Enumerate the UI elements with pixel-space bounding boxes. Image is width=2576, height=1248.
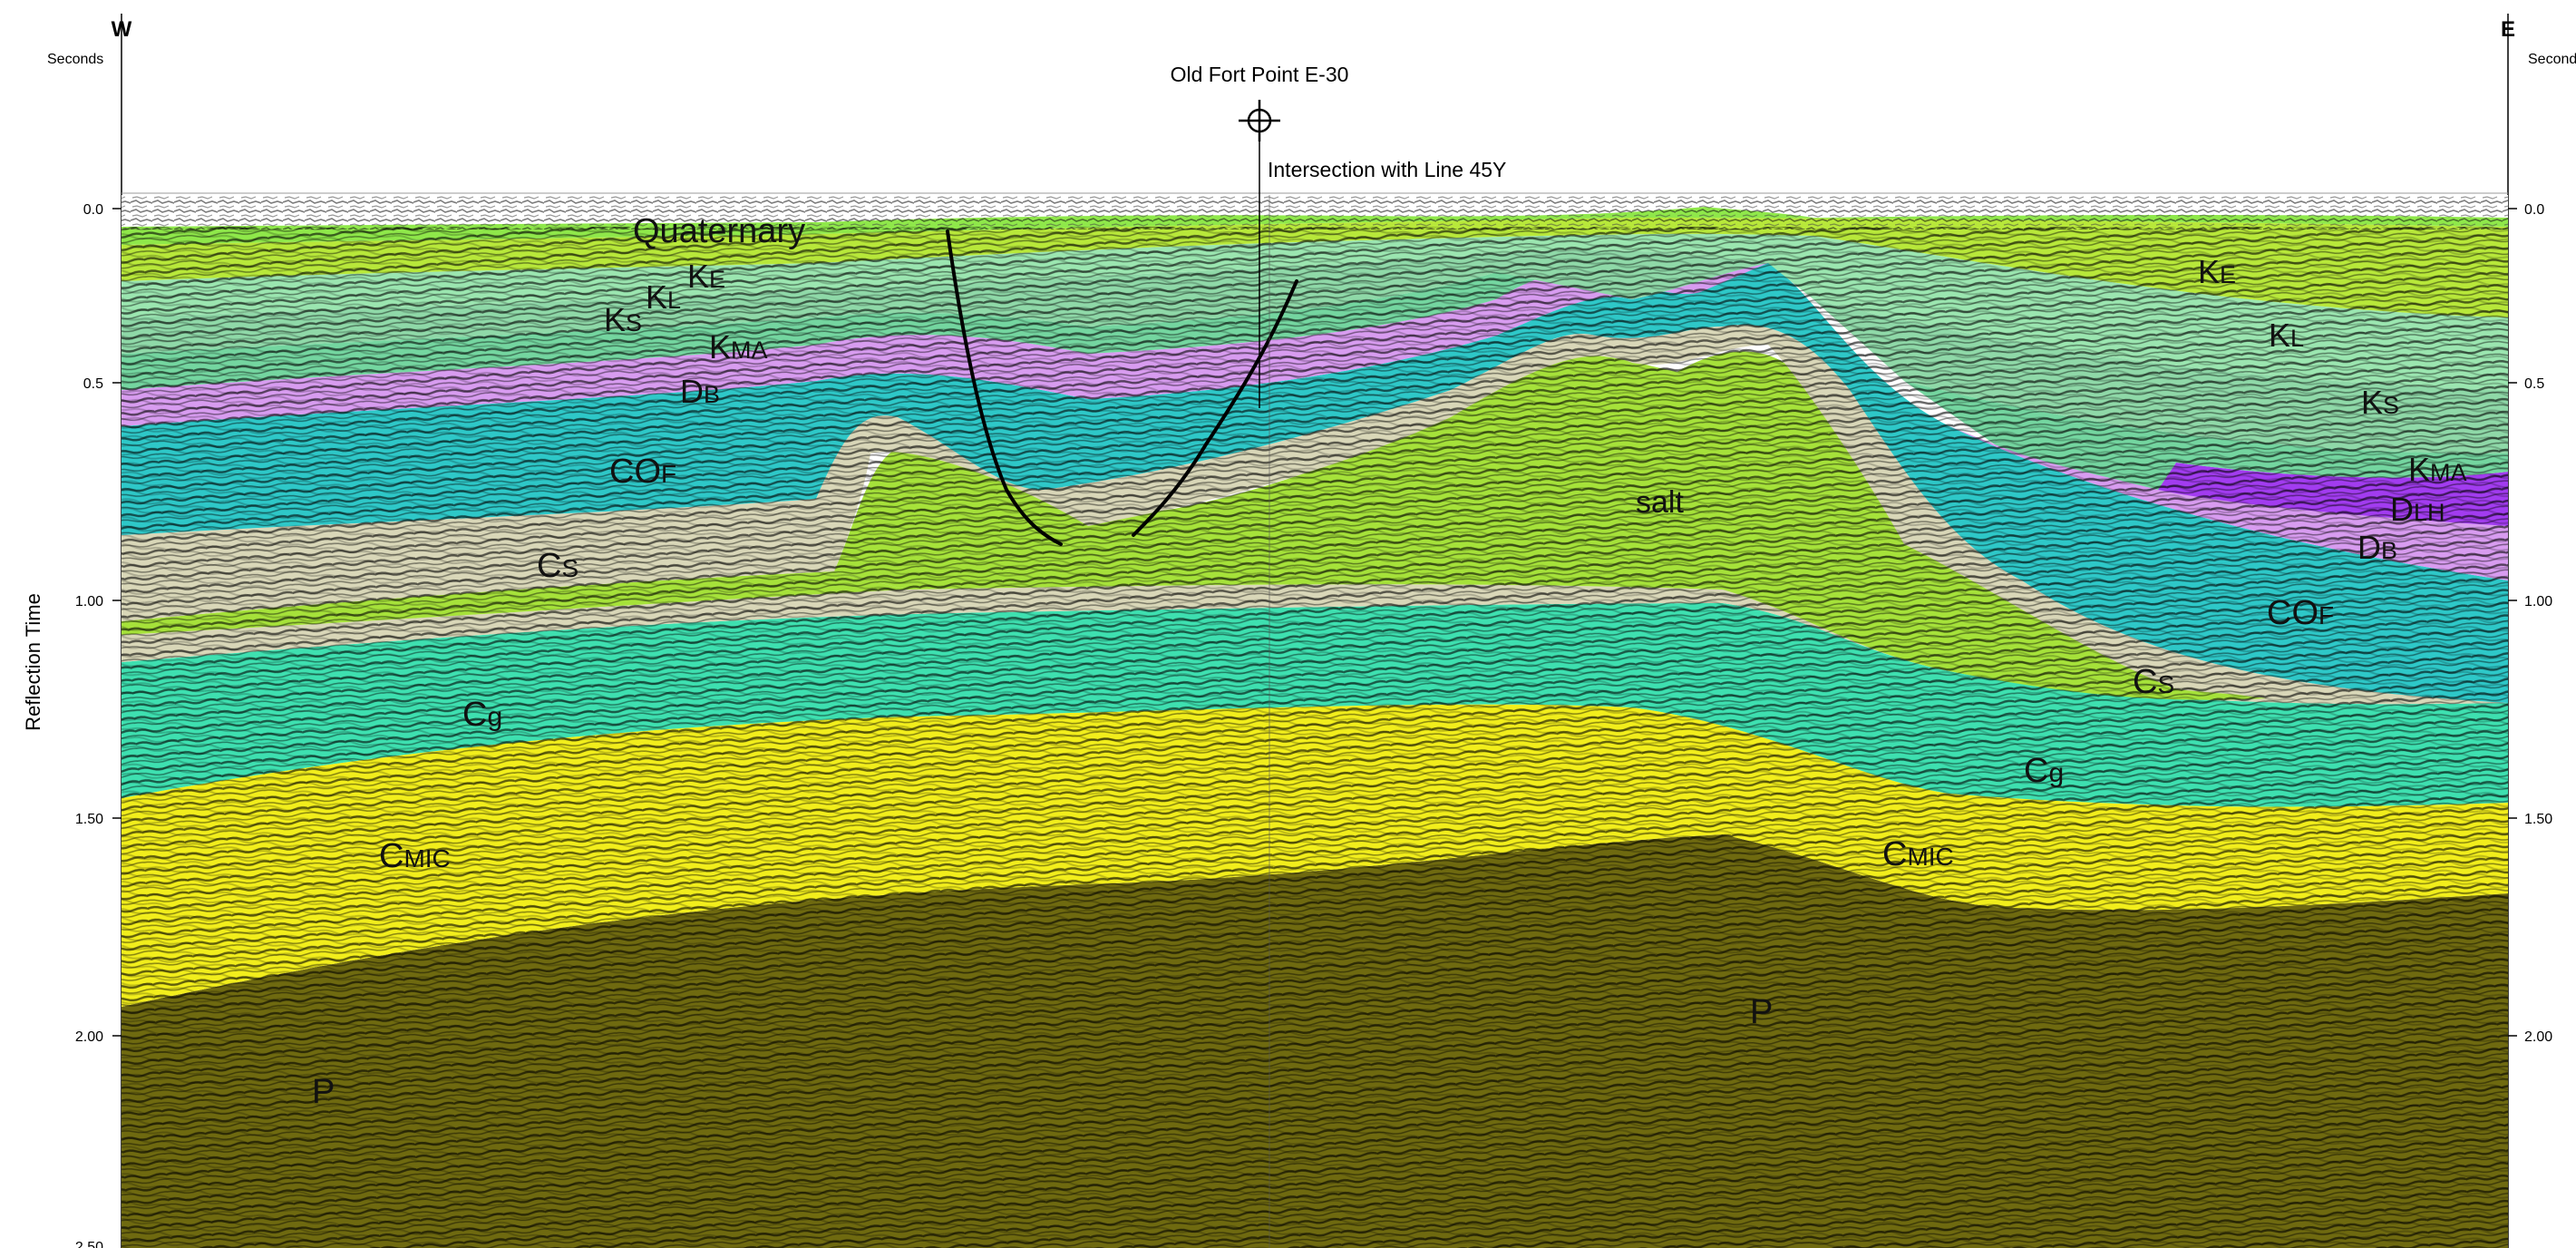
label-cof-right: ϹOF [2267,594,2334,632]
label-ks-left: KS [604,301,642,338]
fault-west [946,229,1063,546]
west-label: W [112,17,132,42]
label-db-left: DB [680,373,720,410]
tick-label-left-3: 1.50 [75,812,103,827]
tick-label-right-0: 0.0 [2524,202,2544,218]
fault-east [1132,279,1298,537]
label-db-right: DB [2357,529,2397,566]
tick-label-right-4: 2.00 [2524,1029,2552,1045]
label-cs-left: ϹS [537,547,578,585]
label-cg-right: Ϲg [2024,752,2064,790]
tick-label-right-1: 0.5 [2524,376,2544,392]
near-surface-noise [122,195,2508,229]
seconds-label-left: Seconds [47,52,103,67]
faults [946,229,1298,546]
label-p-left: P [312,1073,335,1111]
tick-label-right-3: 1.50 [2524,812,2552,827]
label-kl-right: KL [2269,317,2304,354]
tick-label-right-2: 1.00 [2524,594,2552,609]
label-cof-left: ϹOF [609,453,676,491]
label-cmic-right: ϹMIC [1882,835,1954,873]
label-quaternary: Quaternary [633,212,805,250]
label-kma-right: KMA [2408,451,2467,488]
tick-label-left-4: 2.00 [75,1029,103,1045]
east-label: E [2501,17,2515,42]
label-dlh-right: DLH [2390,491,2445,528]
label-ke-left: KE [687,258,725,295]
well-name: Old Fort Point E-30 [1171,63,1349,86]
tick-label-left-1: 0.5 [83,376,103,392]
label-cg-left: Ϲg [462,696,502,734]
label-ks-right: KS [2361,384,2399,421]
label-cmic-left: ϹMIC [379,837,451,875]
label-ke-right: KE [2198,253,2236,290]
axis-title: Reflection Time [22,593,44,731]
well-marker [1239,100,1280,1248]
label-kma-left: KMA [709,328,768,366]
label-salt: salt [1636,485,1684,520]
tick-label-left-0: 0.0 [83,202,103,218]
label-p-right: P [1750,993,1773,1031]
label-kl-left: KL [646,278,681,316]
seismic-reflections-cross [122,227,2508,1248]
axis-ticks [112,208,2517,1037]
intersection-label: Intersection with Line 45Y [1268,158,1506,181]
tick-label-left-2: 1.00 [75,594,103,609]
seconds-label-right: Seconds [2528,52,2576,67]
geologic-units [122,195,2508,1248]
label-cs-right: ϹS [2133,663,2174,701]
tick-label-left-5: 2.50 [75,1240,103,1248]
